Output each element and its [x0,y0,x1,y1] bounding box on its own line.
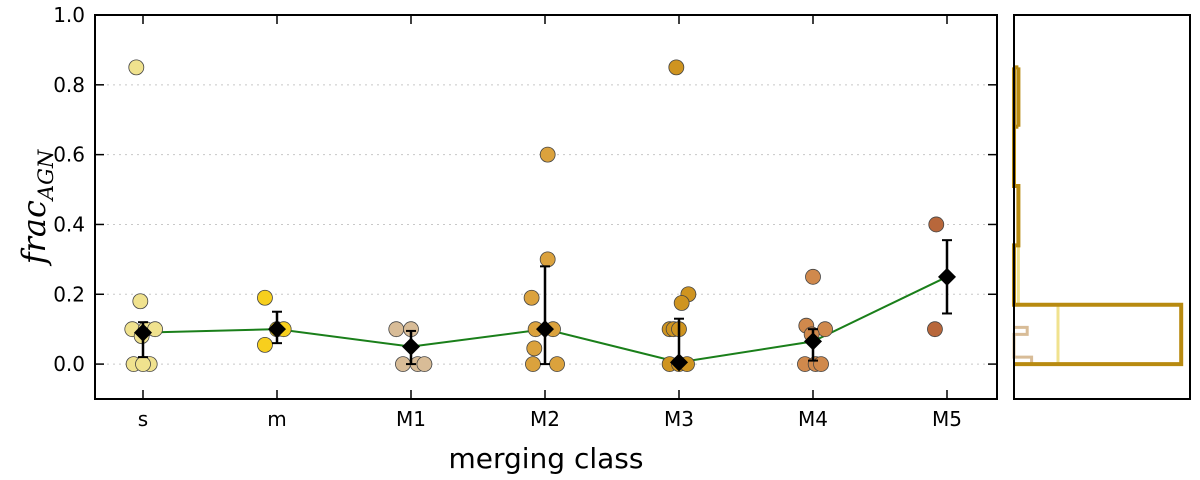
data-point [388,321,405,338]
y-tick-label: 0.0 [53,352,85,376]
data-point [928,216,945,233]
data-point [813,356,829,372]
x-tick-label: M3 [664,407,694,431]
y-axis-title: fracAGN [15,149,58,266]
data-point [927,321,943,338]
median-markers [134,239,956,372]
hist-total [1012,67,1184,367]
side-histogram [1012,65,1184,367]
hist-series-M1 [1012,325,1034,366]
data-point [257,336,273,353]
data-point [525,356,541,372]
scatter-points [124,59,945,372]
y-axis-title-subscript: AGN [34,149,58,202]
data-point [817,321,833,338]
data-point [673,295,690,311]
data-point [257,289,273,306]
data-point [416,356,433,372]
x-axis-title: merging class [448,442,643,475]
median-marker [402,337,420,356]
x-tick-label: s [138,407,148,431]
data-point [135,356,151,372]
x-tick-label: M4 [798,407,828,431]
data-point [132,293,149,310]
y-tick-label: 0.2 [53,282,85,306]
x-tick-label: M2 [530,407,560,431]
data-point [539,146,556,163]
data-point [128,59,145,76]
data-point [805,268,821,285]
y-tick-label: 0.4 [53,212,85,236]
median-marker [134,323,152,342]
hist-plot-frame [1013,14,1191,400]
median-marker [670,353,688,372]
median-marker [268,320,286,339]
x-tick-label: M1 [396,407,426,431]
main-gridlines [95,84,997,365]
median-marker [804,332,822,351]
data-point [523,289,540,306]
main-plot-frame [94,14,998,400]
x-tick-label: m [267,407,286,431]
data-point [549,356,565,372]
median-marker [536,320,554,339]
main-axes: 0.0 0.2 0.4 0.6 0.8 1.0 s m M1 M2 M3 M4 M5 [53,3,997,431]
y-tick-label: 0.6 [53,143,85,167]
y-tick-label: 0.8 [53,73,85,97]
y-axis-title-main: frac [15,200,53,266]
data-point [526,340,543,357]
x-tick-label: M5 [932,407,962,431]
median-marker [938,267,956,286]
y-tick-label: 1.0 [53,3,85,27]
data-point [668,59,685,76]
data-point [539,251,556,268]
